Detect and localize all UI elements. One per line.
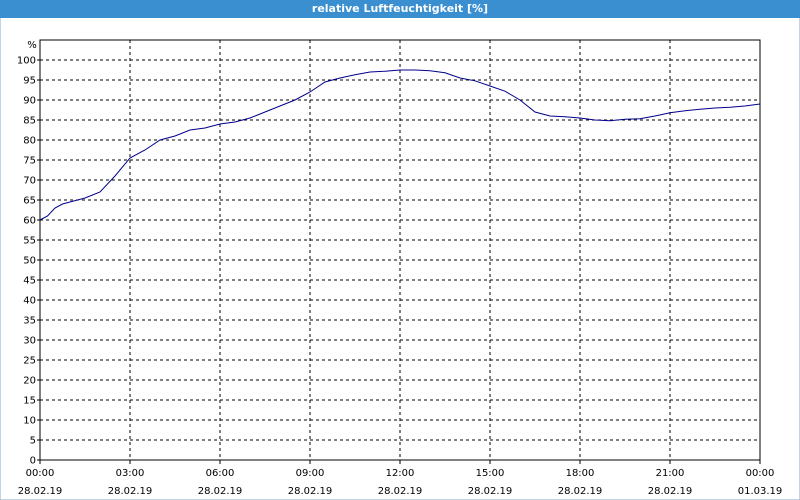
y-tick-label: 50: [23, 256, 36, 267]
y-tick-label: 85: [23, 116, 36, 127]
plot-border: [39, 39, 761, 461]
y-tick-label: 100: [17, 56, 36, 67]
y-tick-label: 45: [23, 276, 36, 287]
y-tick-label: 20: [23, 376, 36, 387]
y-tick-label: 30: [23, 336, 36, 347]
x-tick-label: 00:00 01.03.19: [738, 468, 783, 497]
y-tick-label: 75: [23, 156, 36, 167]
chart-title: relative Luftfeuchtigkeit [%]: [312, 2, 488, 15]
y-tick-label: 95: [23, 76, 36, 87]
y-axis-label: %: [27, 40, 37, 51]
y-tick-label: 35: [23, 316, 36, 327]
x-tick-label: 21:00 28.02.19: [648, 468, 693, 497]
y-tick-label: 80: [23, 136, 36, 147]
x-tick-label: 15:00 28.02.19: [468, 468, 513, 497]
y-tick-label: 15: [23, 396, 36, 407]
x-tick-label: 06:00 28.02.19: [198, 468, 243, 497]
x-tick-label: 03:00 28.02.19: [108, 468, 153, 497]
x-tick-label: 18:00 28.02.19: [558, 468, 603, 497]
y-tick-label: 90: [23, 96, 36, 107]
y-tick-label: 25: [23, 356, 36, 367]
data-line: [39, 69, 761, 221]
x-tick-label: 09:00 28.02.19: [288, 468, 333, 497]
y-tick-label: 65: [23, 196, 36, 207]
y-tick-label: 10: [23, 416, 36, 427]
y-tick-label: 70: [23, 176, 36, 187]
y-tick-label: 5: [30, 436, 36, 447]
y-tick-label: 60: [23, 216, 36, 227]
y-tick-label: 40: [23, 296, 36, 307]
title-bar: [0, 0, 800, 18]
x-tick-label: 12:00 28.02.19: [378, 468, 423, 497]
x-tick-label: 00:00 28.02.19: [18, 468, 63, 497]
y-tick-label: 0: [30, 456, 36, 467]
y-tick-label: 55: [23, 236, 36, 247]
